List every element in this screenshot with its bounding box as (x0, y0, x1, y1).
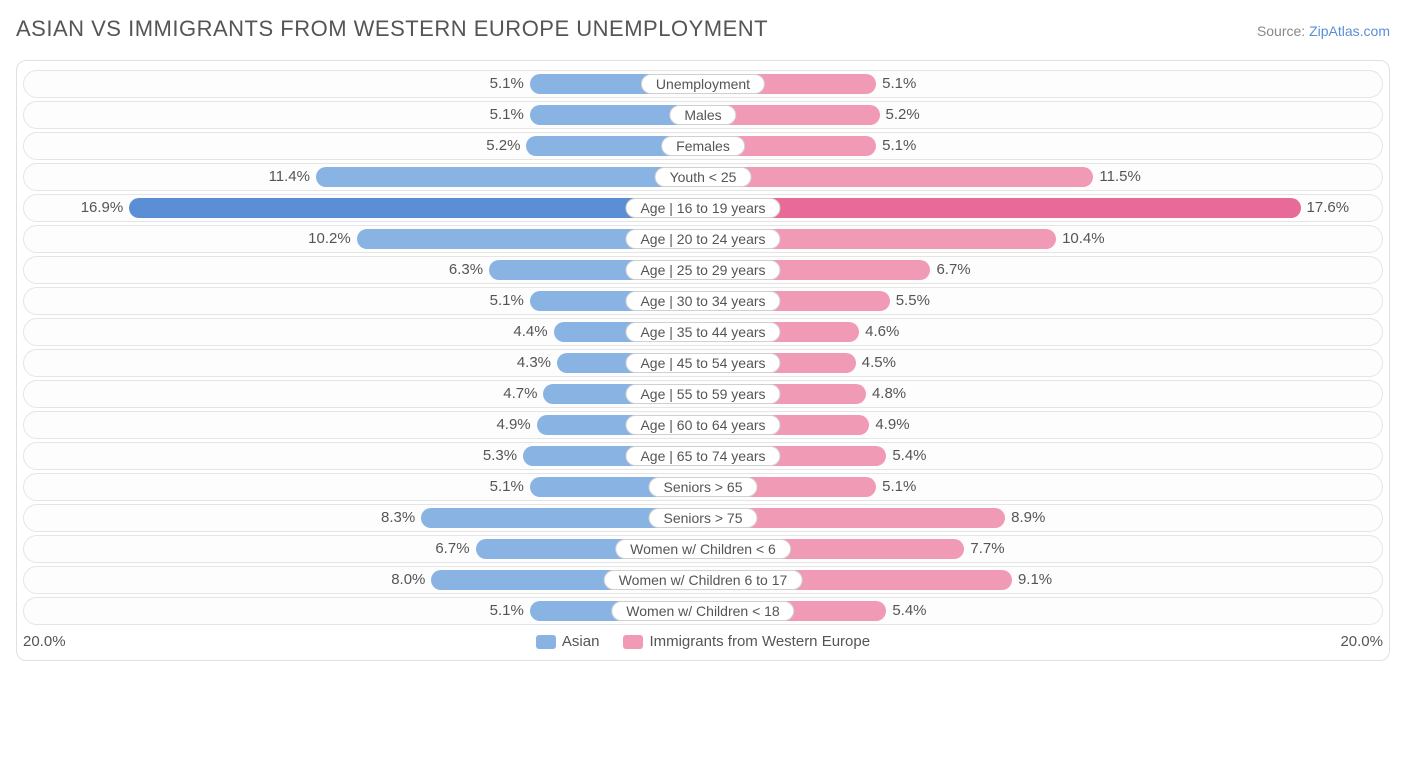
source-link[interactable]: ZipAtlas.com (1309, 23, 1390, 39)
axis-max-left: 20.0% (23, 633, 83, 650)
value-right: 6.7% (936, 257, 970, 283)
chart-row: 6.3% 6.7% Age | 25 to 29 years (23, 256, 1383, 284)
chart-row: 5.1% 5.1% Seniors > 65 (23, 473, 1383, 501)
value-right: 7.7% (970, 536, 1004, 562)
value-right: 5.1% (882, 71, 916, 97)
value-right: 4.5% (862, 350, 896, 376)
category-label: Youth < 25 (655, 167, 752, 187)
chart-header: ASIAN VS IMMIGRANTS FROM WESTERN EUROPE … (16, 16, 1390, 42)
category-label: Age | 65 to 74 years (625, 446, 780, 466)
chart-row: 5.1% 5.4% Women w/ Children < 18 (23, 597, 1383, 625)
chart-row: 8.3% 8.9% Seniors > 75 (23, 504, 1383, 532)
chart-row: 4.3% 4.5% Age | 45 to 54 years (23, 349, 1383, 377)
value-left: 4.9% (496, 412, 530, 438)
value-left: 4.4% (513, 319, 547, 345)
chart-row: 4.7% 4.8% Age | 55 to 59 years (23, 380, 1383, 408)
category-label: Age | 60 to 64 years (625, 415, 780, 435)
value-right: 11.5% (1099, 164, 1140, 190)
legend-item-right: Immigrants from Western Europe (623, 633, 870, 650)
bar-left (129, 198, 703, 218)
value-left: 5.2% (486, 133, 520, 159)
value-left: 11.4% (269, 164, 310, 190)
value-right: 8.9% (1011, 505, 1045, 531)
chart-source: Source: ZipAtlas.com (1257, 23, 1390, 39)
value-right: 17.6% (1307, 195, 1350, 221)
chart-row: 5.1% 5.2% Males (23, 101, 1383, 129)
chart-row: 11.4% 11.5% Youth < 25 (23, 163, 1383, 191)
axis-max-right: 20.0% (1323, 633, 1383, 650)
category-label: Unemployment (641, 74, 765, 94)
category-label: Women w/ Children < 18 (611, 601, 794, 621)
chart-row: 5.1% 5.5% Age | 30 to 34 years (23, 287, 1383, 315)
value-left: 4.3% (517, 350, 551, 376)
category-label: Age | 55 to 59 years (625, 384, 780, 404)
category-label: Women w/ Children < 6 (615, 539, 791, 559)
category-label: Seniors > 65 (649, 477, 758, 497)
value-left: 6.7% (435, 536, 469, 562)
value-left: 5.3% (483, 443, 517, 469)
value-right: 5.1% (882, 133, 916, 159)
value-right: 10.4% (1062, 226, 1105, 252)
value-left: 5.1% (490, 288, 524, 314)
diverging-bar-chart: 5.1%5.1%Unemployment5.1%5.2%Males5.2%5.1… (16, 60, 1390, 661)
chart-title: ASIAN VS IMMIGRANTS FROM WESTERN EUROPE … (16, 16, 768, 42)
category-label: Age | 25 to 29 years (625, 260, 780, 280)
chart-row: 6.7% 7.7% Women w/ Children < 6 (23, 535, 1383, 563)
value-right: 5.4% (892, 443, 926, 469)
chart-row: 16.9% 17.6% Age | 16 to 19 years (23, 194, 1383, 222)
chart-row: 4.4% 4.6% Age | 35 to 44 years (23, 318, 1383, 346)
legend-item-left: Asian (536, 633, 600, 650)
value-left: 5.1% (490, 598, 524, 624)
category-label: Women w/ Children 6 to 17 (604, 570, 803, 590)
category-label: Age | 35 to 44 years (625, 322, 780, 342)
value-left: 10.2% (308, 226, 351, 252)
chart-row: 10.2% 10.4% Age | 20 to 24 years (23, 225, 1383, 253)
category-label: Age | 16 to 19 years (625, 198, 780, 218)
value-right: 5.5% (896, 288, 930, 314)
value-right: 9.1% (1018, 567, 1052, 593)
category-label: Seniors > 75 (649, 508, 758, 528)
value-right: 5.2% (886, 102, 920, 128)
chart-row: 8.0% 9.1% Women w/ Children 6 to 17 (23, 566, 1383, 594)
bar-left (316, 167, 703, 187)
category-label: Age | 30 to 34 years (625, 291, 780, 311)
value-left: 5.1% (490, 71, 524, 97)
value-right: 4.9% (875, 412, 909, 438)
value-right: 5.4% (892, 598, 926, 624)
chart-row: 4.9% 4.9% Age | 60 to 64 years (23, 411, 1383, 439)
category-label: Age | 45 to 54 years (625, 353, 780, 373)
chart-rows: 5.1%5.1%Unemployment5.1%5.2%Males5.2%5.1… (23, 70, 1383, 625)
value-right: 4.6% (865, 319, 899, 345)
value-left: 5.1% (490, 102, 524, 128)
legend-label-right: Immigrants from Western Europe (649, 633, 870, 650)
value-left: 8.0% (391, 567, 425, 593)
category-label: Females (661, 136, 745, 156)
legend-swatch-right (623, 635, 643, 649)
value-right: 4.8% (872, 381, 906, 407)
chart-row: 5.3% 5.4% Age | 65 to 74 years (23, 442, 1383, 470)
value-left: 16.9% (81, 195, 124, 221)
legend-label-left: Asian (562, 633, 600, 650)
value-right: 5.1% (882, 474, 916, 500)
bar-right (703, 198, 1301, 218)
category-label: Males (669, 105, 736, 125)
value-left: 8.3% (381, 505, 415, 531)
bar-right (703, 167, 1093, 187)
legend-swatch-left (536, 635, 556, 649)
chart-footer: 20.0% Asian Immigrants from Western Euro… (23, 633, 1383, 650)
chart-legend: Asian Immigrants from Western Europe (83, 633, 1323, 650)
value-left: 5.1% (490, 474, 524, 500)
source-prefix: Source: (1257, 23, 1309, 39)
chart-row: 5.1% 5.1% Unemployment (23, 70, 1383, 98)
chart-row: 5.2% 5.1% Females (23, 132, 1383, 160)
category-label: Age | 20 to 24 years (625, 229, 780, 249)
value-left: 6.3% (449, 257, 483, 283)
value-left: 4.7% (503, 381, 537, 407)
